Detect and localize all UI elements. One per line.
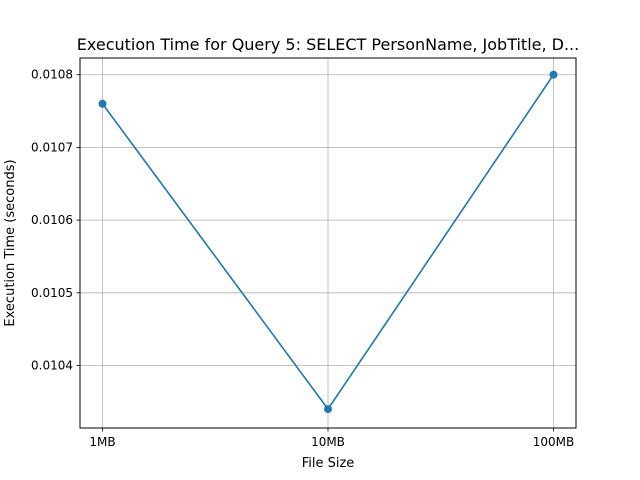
x-axis-label: File Size	[302, 456, 355, 471]
chart-title: Execution Time for Query 5: SELECT Perso…	[77, 35, 579, 54]
x-tick-label: 100MB	[533, 435, 575, 449]
y-tick-label: 0.0105	[31, 286, 73, 300]
y-tick-label: 0.0108	[31, 68, 73, 82]
data-point	[98, 99, 107, 108]
x-axis: 1MB 10MB 100MB	[89, 428, 574, 449]
data-point	[549, 70, 558, 79]
data-point	[324, 405, 332, 414]
grid	[80, 58, 576, 428]
y-tick-label: 0.0106	[31, 213, 73, 227]
series-layer	[98, 70, 558, 414]
y-tick-label: 0.0104	[31, 358, 73, 372]
y-axis: 0.0104 0.0105 0.0106 0.0107 0.0108	[31, 68, 80, 372]
y-tick-label: 0.0107	[31, 140, 73, 154]
x-tick-label: 1MB	[89, 435, 115, 449]
x-tick-label: 10MB	[311, 435, 345, 449]
y-axis-label: Execution Time (seconds)	[3, 159, 18, 326]
